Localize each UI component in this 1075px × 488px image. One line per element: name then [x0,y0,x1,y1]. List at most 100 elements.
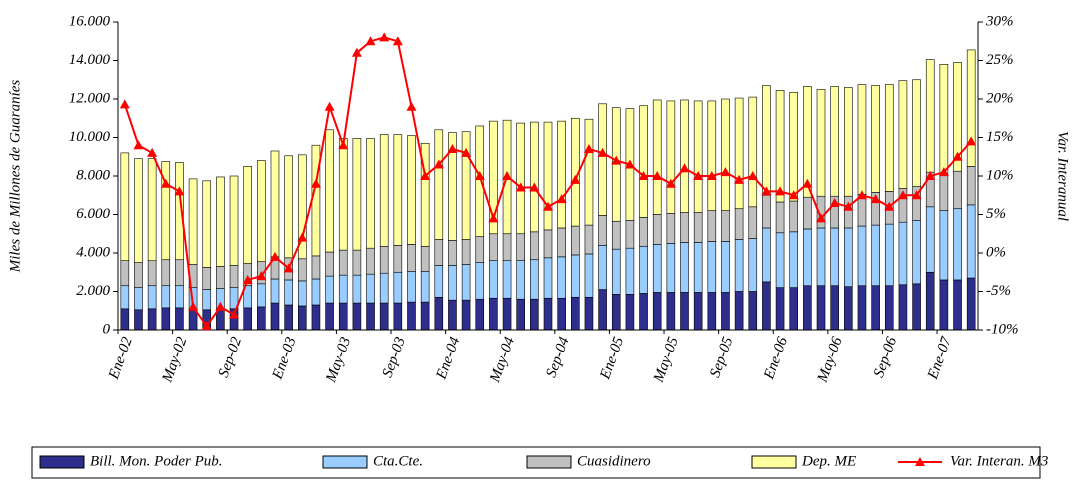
bar-segment [584,296,594,331]
bar-segment [543,297,553,331]
line-marker [734,174,745,184]
bar-segment [216,266,225,289]
bar-segment [188,178,198,265]
line-marker [406,101,417,111]
y-axis-label: Miles de Millones de Guaraníes [7,80,23,274]
bar-segment [912,79,921,187]
x-tick-label: Ene-04 [433,335,463,383]
bar-segment [871,224,880,287]
legend-label: Var. Interan. M3 [950,453,1048,469]
bar-segment [379,245,389,274]
line-marker [433,159,444,169]
line-marker [843,201,854,211]
line-marker [597,147,608,157]
bar-segment [352,274,362,304]
bar-segment [652,292,662,331]
y2-tick-label: 5% [986,206,1006,222]
line-marker [474,171,485,180]
y-tick-label: 6.000 [76,206,110,222]
x-tick-label: May-03 [323,335,354,385]
bar-segment [120,308,130,331]
line-marker [897,190,908,200]
bar-segment [516,233,525,262]
bar-segment [352,302,362,331]
bar-segment [434,129,444,240]
bar-segment [830,285,839,331]
bar-segment [639,217,648,247]
bar-segment [338,249,348,276]
line-marker [256,271,267,281]
bar-segment [707,292,717,331]
bar-segment [844,227,853,287]
y-tick-label: 10.000 [69,129,111,145]
bar-segment [502,233,512,262]
bar-segment [816,285,826,331]
bar-segment [898,80,908,189]
bar-segment [475,236,485,263]
bar-segment [721,241,730,293]
bar-segment [325,129,334,253]
bar-segment [775,90,785,203]
line-marker [174,186,185,196]
legend-swatch [39,455,85,469]
bar-segment [803,285,812,331]
line-marker [665,178,676,188]
bar-segment [939,64,949,175]
line-marker [925,171,936,180]
y-tick-label: 12.000 [69,90,111,106]
bar-segment [120,260,130,287]
bar-segment [338,274,348,304]
y-tick-label: 4.000 [76,244,110,260]
bar-segment [625,219,635,249]
x-tick-label: Ene-02 [106,335,136,383]
bar-segment [475,125,485,237]
bar-segment [243,166,252,264]
line-marker [911,190,922,200]
bar-segment [530,298,539,331]
line-marker [938,167,949,177]
bar-segment [489,120,498,235]
bar-segment [147,285,157,310]
line-marker [488,213,499,223]
bar-segment [530,121,539,233]
bar-segment [516,260,525,300]
bar-segment [652,99,662,215]
bar-segment [598,103,607,216]
bar-segment [939,173,949,211]
bar-segment [175,285,184,309]
bar-segment [420,245,430,272]
bar-segment [966,277,976,331]
bar-segment [734,97,744,210]
bar-segment [693,212,703,243]
line-marker [624,159,635,169]
bar-segment [762,227,771,283]
bar-segment [202,289,212,311]
bar-segment [352,138,362,251]
legend-marker [915,457,925,466]
legend-label: Dep. ME [801,453,856,469]
bar-segment [816,89,826,197]
y2-tick-label: 20% [986,90,1014,106]
bar-segment [803,196,812,230]
bar-segment [571,254,580,298]
bar-segment [748,238,758,292]
bar-segment [420,142,430,247]
line-marker [761,186,772,196]
bar-segment [379,302,389,331]
bar-segment [393,245,403,273]
bar-segment [448,132,457,241]
bar-segment [898,221,908,286]
bar-segment [871,85,880,193]
bar-segment [448,265,457,301]
line-marker [119,99,130,109]
bar-segment [530,259,539,300]
line-marker [966,136,977,146]
line-marker [870,194,881,204]
bar-segment [147,158,157,262]
bar-segment [693,100,703,213]
bar-segment [120,285,130,310]
line-marker [775,186,786,196]
line-marker [201,321,212,331]
bar-segment [516,122,525,235]
bar-segment [816,227,826,287]
